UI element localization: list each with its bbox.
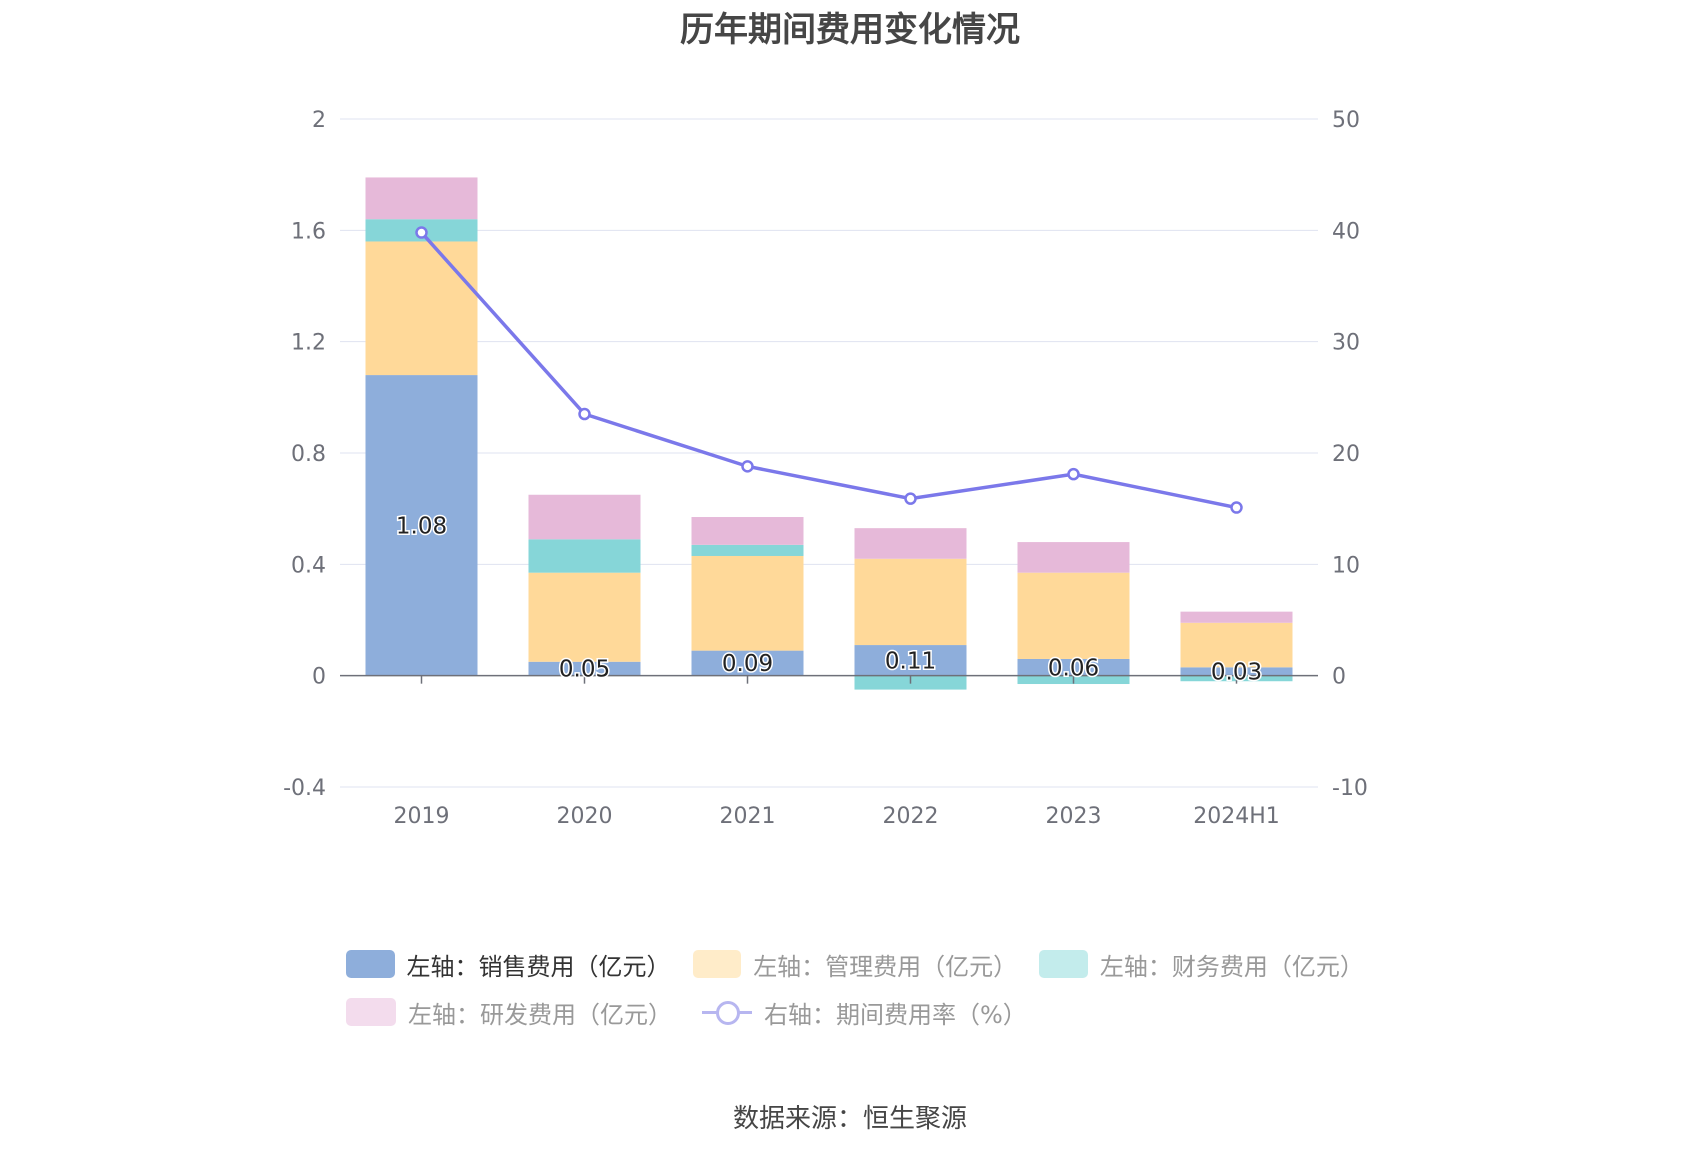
chart-area: 2 1.6 1.2 0.8 0.4 0 -0.4 50 40 30 20 10 0 -10 2019 2020… <box>283 108 1368 829</box>
bar-rd <box>528 494 641 540</box>
left-axis-tick-label: 2 <box>312 108 326 133</box>
right-axis-tick-label: -10 <box>1332 776 1368 801</box>
left-axis-tick-label: 1.6 <box>291 219 326 244</box>
right-axis-tick-label: 40 <box>1332 219 1360 244</box>
legend-item-finance[interactable]: 左轴：财务费用（亿元） <box>1039 947 1364 982</box>
rate-line-path <box>420 231 1237 510</box>
sales-data-label: 0.06 <box>1048 655 1099 681</box>
left-axis-tick-label: 0.4 <box>291 553 326 578</box>
x-axis-tick-label: 2019 <box>394 804 450 829</box>
rate-point <box>904 492 917 505</box>
bar-sales <box>691 650 804 676</box>
bar-rd <box>1017 542 1130 573</box>
bar-rd <box>365 177 478 220</box>
legend-swatch-rate <box>702 998 752 1026</box>
bar-admin <box>365 241 478 376</box>
x-axis-tick-label: 2024H1 <box>1193 804 1280 829</box>
bar-sales <box>365 375 478 676</box>
left-axis-tick-label: 0.8 <box>291 442 326 467</box>
legend-item-admin[interactable]: 左轴：管理费用（亿元） <box>692 947 1018 982</box>
legend-label-admin: 左轴：管理费用（亿元） <box>753 952 1018 981</box>
bar-admin <box>528 572 641 662</box>
bar-sales <box>1180 667 1293 676</box>
legend-swatch-finance <box>1039 950 1088 978</box>
bar-admin <box>1180 622 1293 668</box>
rate-point <box>1067 467 1080 481</box>
bars <box>365 177 1293 690</box>
x-axis-tick-label: 2021 <box>720 804 776 829</box>
legend-item-sales[interactable]: 左轴：销售费用（亿元） <box>346 947 671 982</box>
sales-data-label: 0.09 <box>722 651 773 677</box>
legend-label-rd: 左轴：研发费用（亿元） <box>408 1000 672 1029</box>
bar-finance <box>528 539 641 573</box>
rate-point <box>1230 501 1243 514</box>
left-axis-tick-label: 0 <box>312 665 326 690</box>
rate-line <box>415 226 1243 514</box>
bar-admin <box>854 558 967 646</box>
legend: 左轴：销售费用（亿元） 左轴：管理费用（亿元） 左轴：财务费用（亿元） 左轴：研… <box>346 940 1386 1036</box>
x-axis-tick-label: 2022 <box>883 804 939 829</box>
sales-data-label: 0.03 <box>1211 659 1262 685</box>
axes: 2 1.6 1.2 0.8 0.4 0 -0.4 50 40 30 20 10 0 -10 2019 2020… <box>283 108 1368 829</box>
bar-sales <box>1017 658 1130 676</box>
sales-data-label: 0.05 <box>559 657 610 683</box>
sales-data-label: 0.11 <box>885 648 936 674</box>
legend-label-finance: 左轴：财务费用（亿元） <box>1099 952 1364 981</box>
legend-label-rate: 右轴：期间费用率（%） <box>764 1000 1027 1029</box>
legend-item-rate[interactable]: 右轴：期间费用率（%） <box>702 995 1027 1030</box>
legend-swatch-rd <box>346 998 396 1026</box>
x-axis-tick-label: 2020 <box>557 804 613 829</box>
chart-title: 历年期间费用变化情况 <box>680 10 1020 50</box>
right-axis-tick-label: 10 <box>1332 553 1360 578</box>
bar-sales <box>528 661 641 676</box>
bar-rd <box>691 517 804 545</box>
bar-sales <box>854 645 967 676</box>
data-labels: 1.08 0.05 0.09 0.11 0.06 0.03 <box>394 512 1263 687</box>
data-source: 数据来源：恒生聚源 <box>732 1104 967 1134</box>
sales-data-label: 1.08 <box>396 513 447 539</box>
bar-rd <box>854 528 967 559</box>
bar-rd <box>1180 611 1293 623</box>
left-axis-tick-label: -0.4 <box>283 776 326 801</box>
rate-point <box>578 407 591 421</box>
right-axis-tick-label: 0 <box>1332 665 1346 690</box>
rate-point <box>415 226 428 239</box>
right-axis-tick-label: 50 <box>1332 108 1360 133</box>
bar-admin <box>691 555 804 651</box>
right-axis-tick-label: 30 <box>1332 331 1360 356</box>
grid-lines <box>340 118 1318 788</box>
rate-point <box>741 460 754 473</box>
x-axis-tick-label: 2023 <box>1046 804 1102 829</box>
legend-label-sales: 左轴：销售费用（亿元） <box>406 952 671 981</box>
bar-finance <box>691 544 804 556</box>
legend-item-rd[interactable]: 左轴：研发费用（亿元） <box>346 995 672 1030</box>
left-axis-tick-label: 1.2 <box>291 331 326 356</box>
legend-swatch-sales <box>346 950 395 978</box>
legend-swatch-admin <box>692 950 742 978</box>
bar-admin <box>1017 572 1130 659</box>
right-axis-tick-label: 20 <box>1332 442 1360 467</box>
